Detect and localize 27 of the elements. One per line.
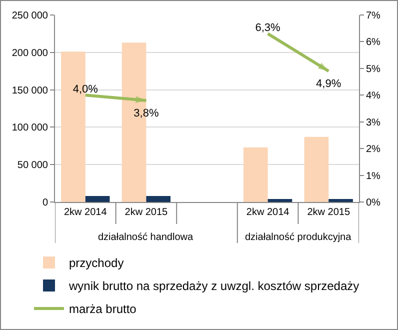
y-tick-label: 200 000: [12, 48, 48, 59]
y-tick-label: 0: [42, 198, 48, 208]
text: działalność produkcyjna: [245, 232, 352, 243]
y2-tick-label: 7%: [366, 10, 381, 22]
y2-tick-label: 5%: [366, 64, 381, 75]
x-tick-label: 2kw 2014: [64, 207, 108, 218]
legend-label: marża brutto: [69, 302, 137, 316]
y-tick-label: 150 000: [12, 85, 48, 96]
data-label: 6,3%: [255, 22, 281, 34]
data-label: 4,9%: [316, 78, 342, 90]
x-tick-label: 2kw 2015: [307, 207, 350, 218]
y2-tick-label: 0%: [366, 198, 381, 208]
legend-label: wynik brutto na sprzedaży z uwzgl. kosztów sprzedaży: [68, 279, 360, 294]
y-tick-label: 100 000: [12, 122, 48, 134]
legend-label: przychody: [69, 256, 124, 270]
y2-tick-label: 6%: [366, 37, 381, 48]
y2-tick-label: 1%: [366, 170, 381, 182]
y-tick-label: 50 000: [17, 160, 48, 172]
y-tick-label: 250 000: [12, 10, 48, 22]
data-label: 4,0%: [72, 83, 98, 96]
x-tick-label: 2kw 2015: [124, 207, 168, 218]
text: działalność handlowa: [98, 232, 194, 243]
y2-tick-label: 2%: [366, 144, 381, 156]
y2-tick-label: 4%: [366, 90, 381, 102]
x-tick-label: 2kw 2014: [246, 207, 290, 218]
y2-tick-label: 3%: [366, 117, 381, 128]
data-label: 3,8%: [134, 108, 159, 120]
